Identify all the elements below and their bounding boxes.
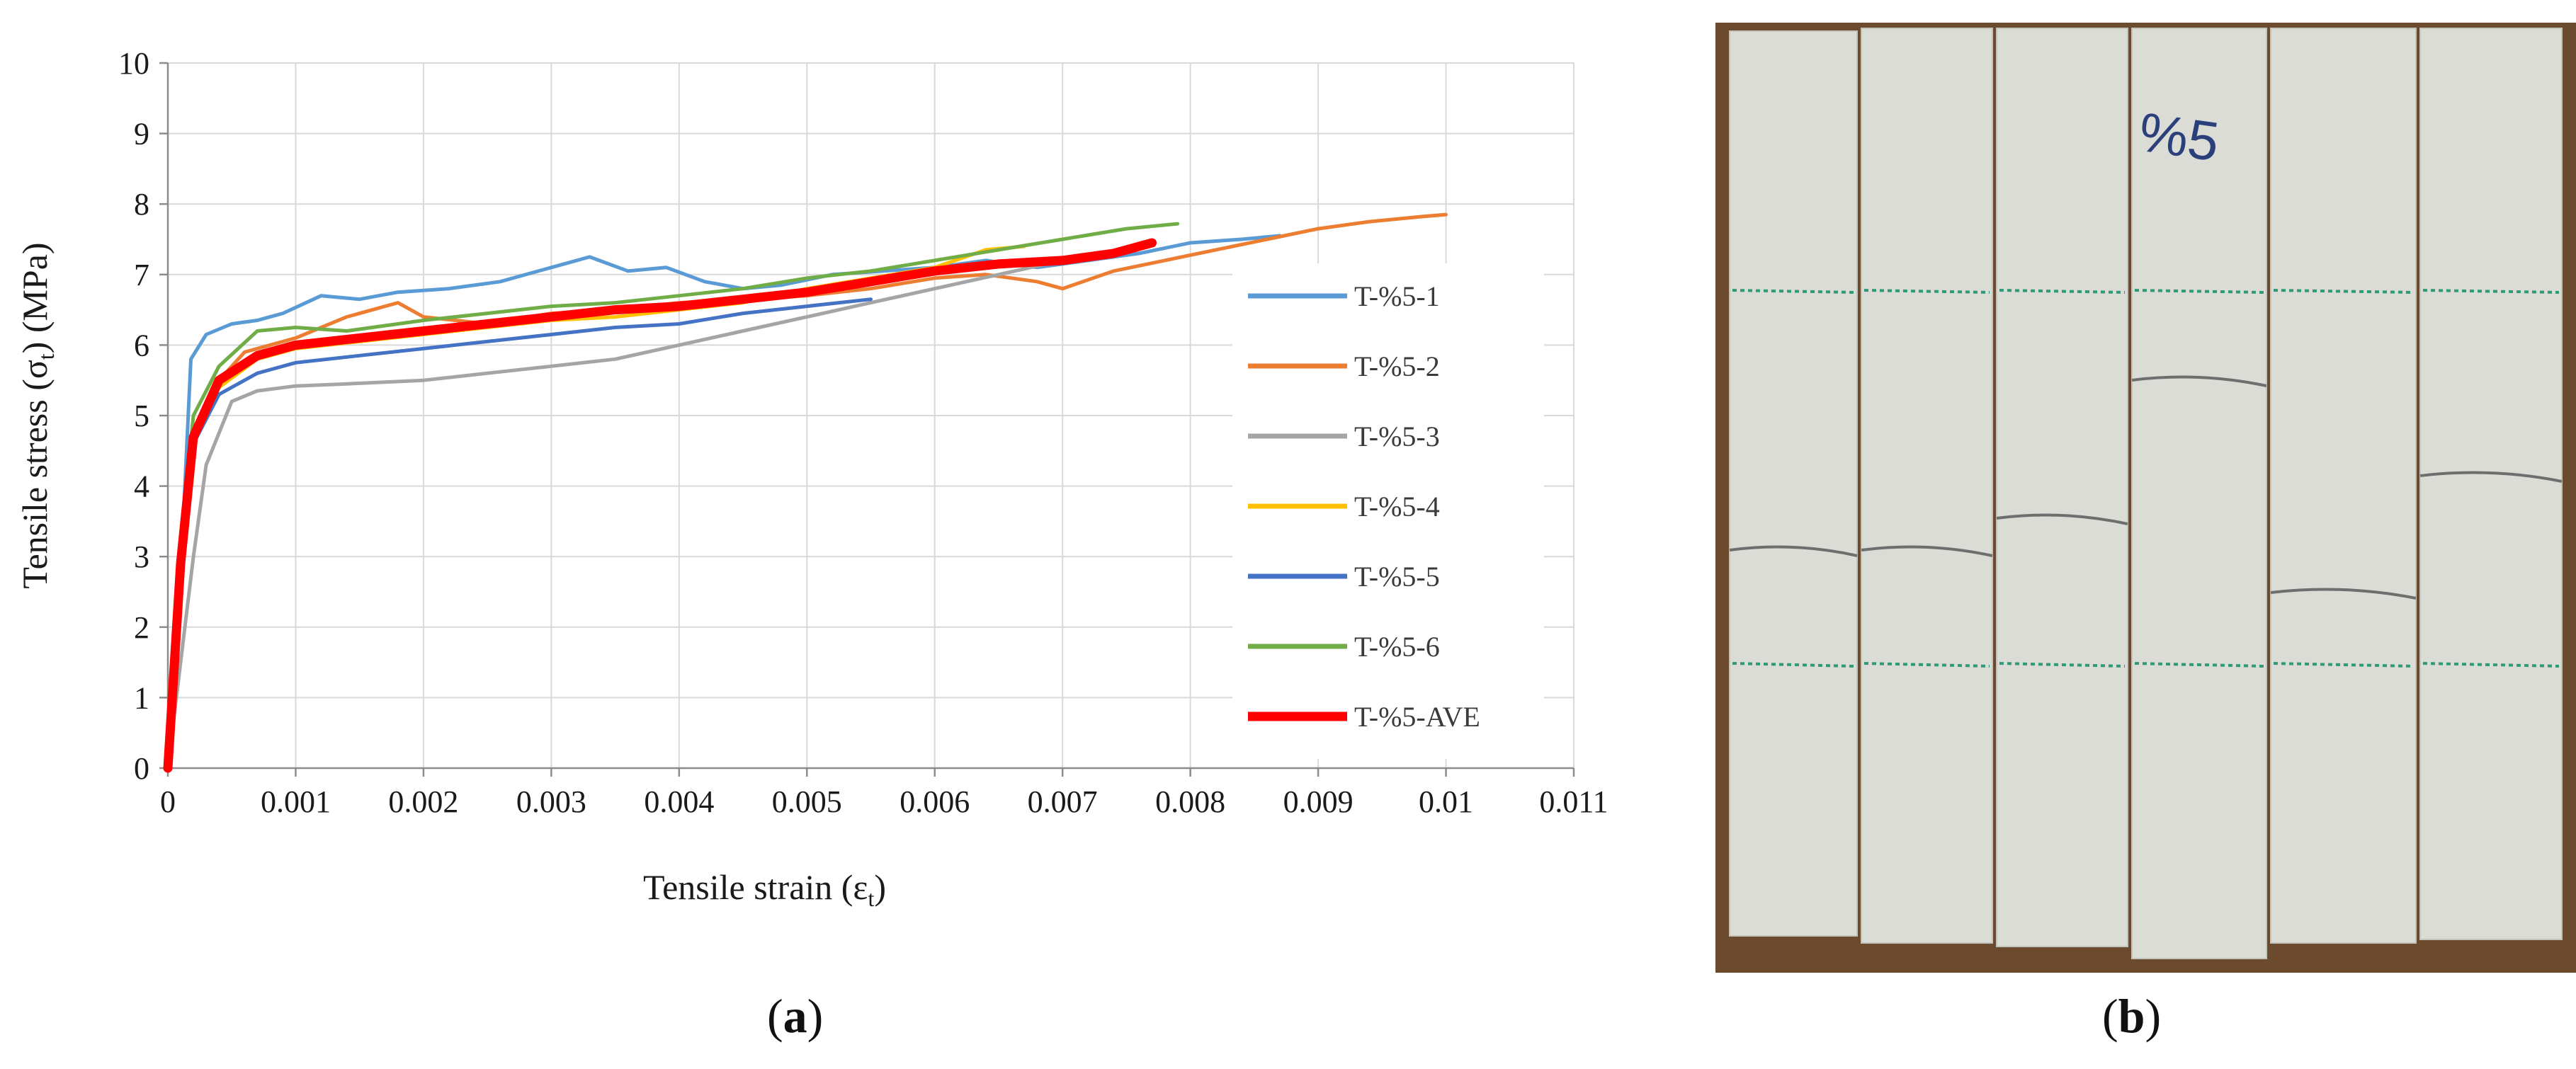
y-tick-label: 9	[134, 117, 149, 152]
gauge-mark-lower	[1863, 662, 1990, 668]
tick-labels: 0 0.001 0.002 0.003 0.004 0.005 0.006 0.007 0.00…	[118, 46, 1608, 819]
specimen-photo: %5	[1715, 23, 2576, 973]
y-axis-title: Tensile stress (σt) (MPa)	[15, 242, 59, 588]
legend: T-%5-1 T-%5-2 T-%5-3 T-%5-4 T-%5-5 T-%5-6 T-%5…	[1232, 263, 1544, 759]
axis-titles: Tensile strain (εt) Tensile stress (σt) (…	[15, 242, 886, 911]
x-tick-label: 0.009	[1283, 784, 1354, 819]
specimen-strip	[1729, 30, 1858, 937]
y-tick-label: 2	[134, 610, 149, 645]
specimen-strip	[1861, 28, 1993, 944]
legend-entry-label: T-%5-2	[1354, 350, 1440, 382]
y-tick-label: 10	[118, 46, 149, 81]
y-tick-label: 5	[134, 399, 149, 433]
crack-line	[2270, 588, 2417, 600]
y-tick-label: 6	[134, 328, 149, 362]
crack-line	[2419, 471, 2563, 483]
crack-line	[1861, 545, 1993, 557]
x-tick-label: 0.004	[644, 784, 714, 819]
x-tick-label: 0.01	[1419, 784, 1473, 819]
legend-entry-label: T-%5-1	[1354, 280, 1440, 312]
panel-label-a: (a)	[767, 989, 824, 1043]
x-tick-label: 0.007	[1028, 784, 1098, 819]
gauge-mark-upper	[1732, 289, 1855, 294]
gauge-mark-lower	[1999, 662, 2126, 668]
crack-line	[1996, 513, 2128, 525]
specimen-strip	[1996, 28, 2128, 947]
x-tick-label: 0.002	[388, 784, 458, 819]
series-line-t-5-ave	[163, 238, 1157, 773]
gauge-mark-upper	[1999, 289, 2126, 294]
legend-entry-label: T-%5-6	[1354, 631, 1440, 663]
crack-line	[1729, 545, 1858, 557]
tensile-stress-strain-chart: 0 0.001 0.002 0.003 0.004 0.005 0.006 0.007 0.00…	[15, 46, 1608, 911]
y-tick-label: 7	[134, 258, 149, 292]
panel-label-b: (b)	[2102, 989, 2162, 1043]
x-tick-label: 0	[160, 784, 176, 819]
gauge-mark-lower	[1732, 662, 1855, 668]
y-tick-label: 8	[134, 187, 149, 222]
series-line-t-5-3	[166, 258, 1065, 770]
x-axis-title: Tensile strain (εt)	[643, 867, 886, 911]
panel-label-b-letter: b	[2118, 989, 2145, 1043]
panel-label-a-letter: a	[783, 989, 807, 1043]
specimen-strip	[2270, 28, 2417, 944]
specimen-marking: %5	[2135, 101, 2223, 173]
x-tick-label: 0.003	[516, 784, 586, 819]
x-tick-label: 0.006	[900, 784, 970, 819]
specimen-strip	[2131, 28, 2267, 959]
y-tick-label: 1	[134, 680, 149, 715]
crack-line	[2131, 375, 2267, 387]
x-tick-label: 0.001	[261, 784, 331, 819]
y-tick-label: 4	[134, 469, 149, 504]
legend-entry-label: T-%5-5	[1354, 561, 1440, 593]
gauge-mark-upper	[1863, 289, 1990, 294]
x-tick-label: 0.008	[1155, 784, 1225, 819]
legend-entry-label: T-%5-4	[1354, 491, 1440, 522]
x-tick-label: 0.005	[772, 784, 842, 819]
y-tick-label: 0	[134, 751, 149, 786]
specimen-strips	[1729, 28, 2563, 959]
legend-entry-label: T-%5-3	[1354, 421, 1440, 452]
x-tick-label: 0.011	[1539, 784, 1608, 819]
gauge-mark-lower	[2134, 662, 2264, 668]
legend-box	[1232, 263, 1544, 759]
series-line-t-5-6	[166, 222, 1180, 770]
gauge-mark-upper	[2134, 289, 2264, 294]
legend-entry-label: T-%5-AVE	[1354, 701, 1480, 733]
specimen-strip	[2419, 28, 2563, 940]
series-lines	[163, 212, 1448, 773]
y-tick-label: 3	[134, 539, 149, 574]
